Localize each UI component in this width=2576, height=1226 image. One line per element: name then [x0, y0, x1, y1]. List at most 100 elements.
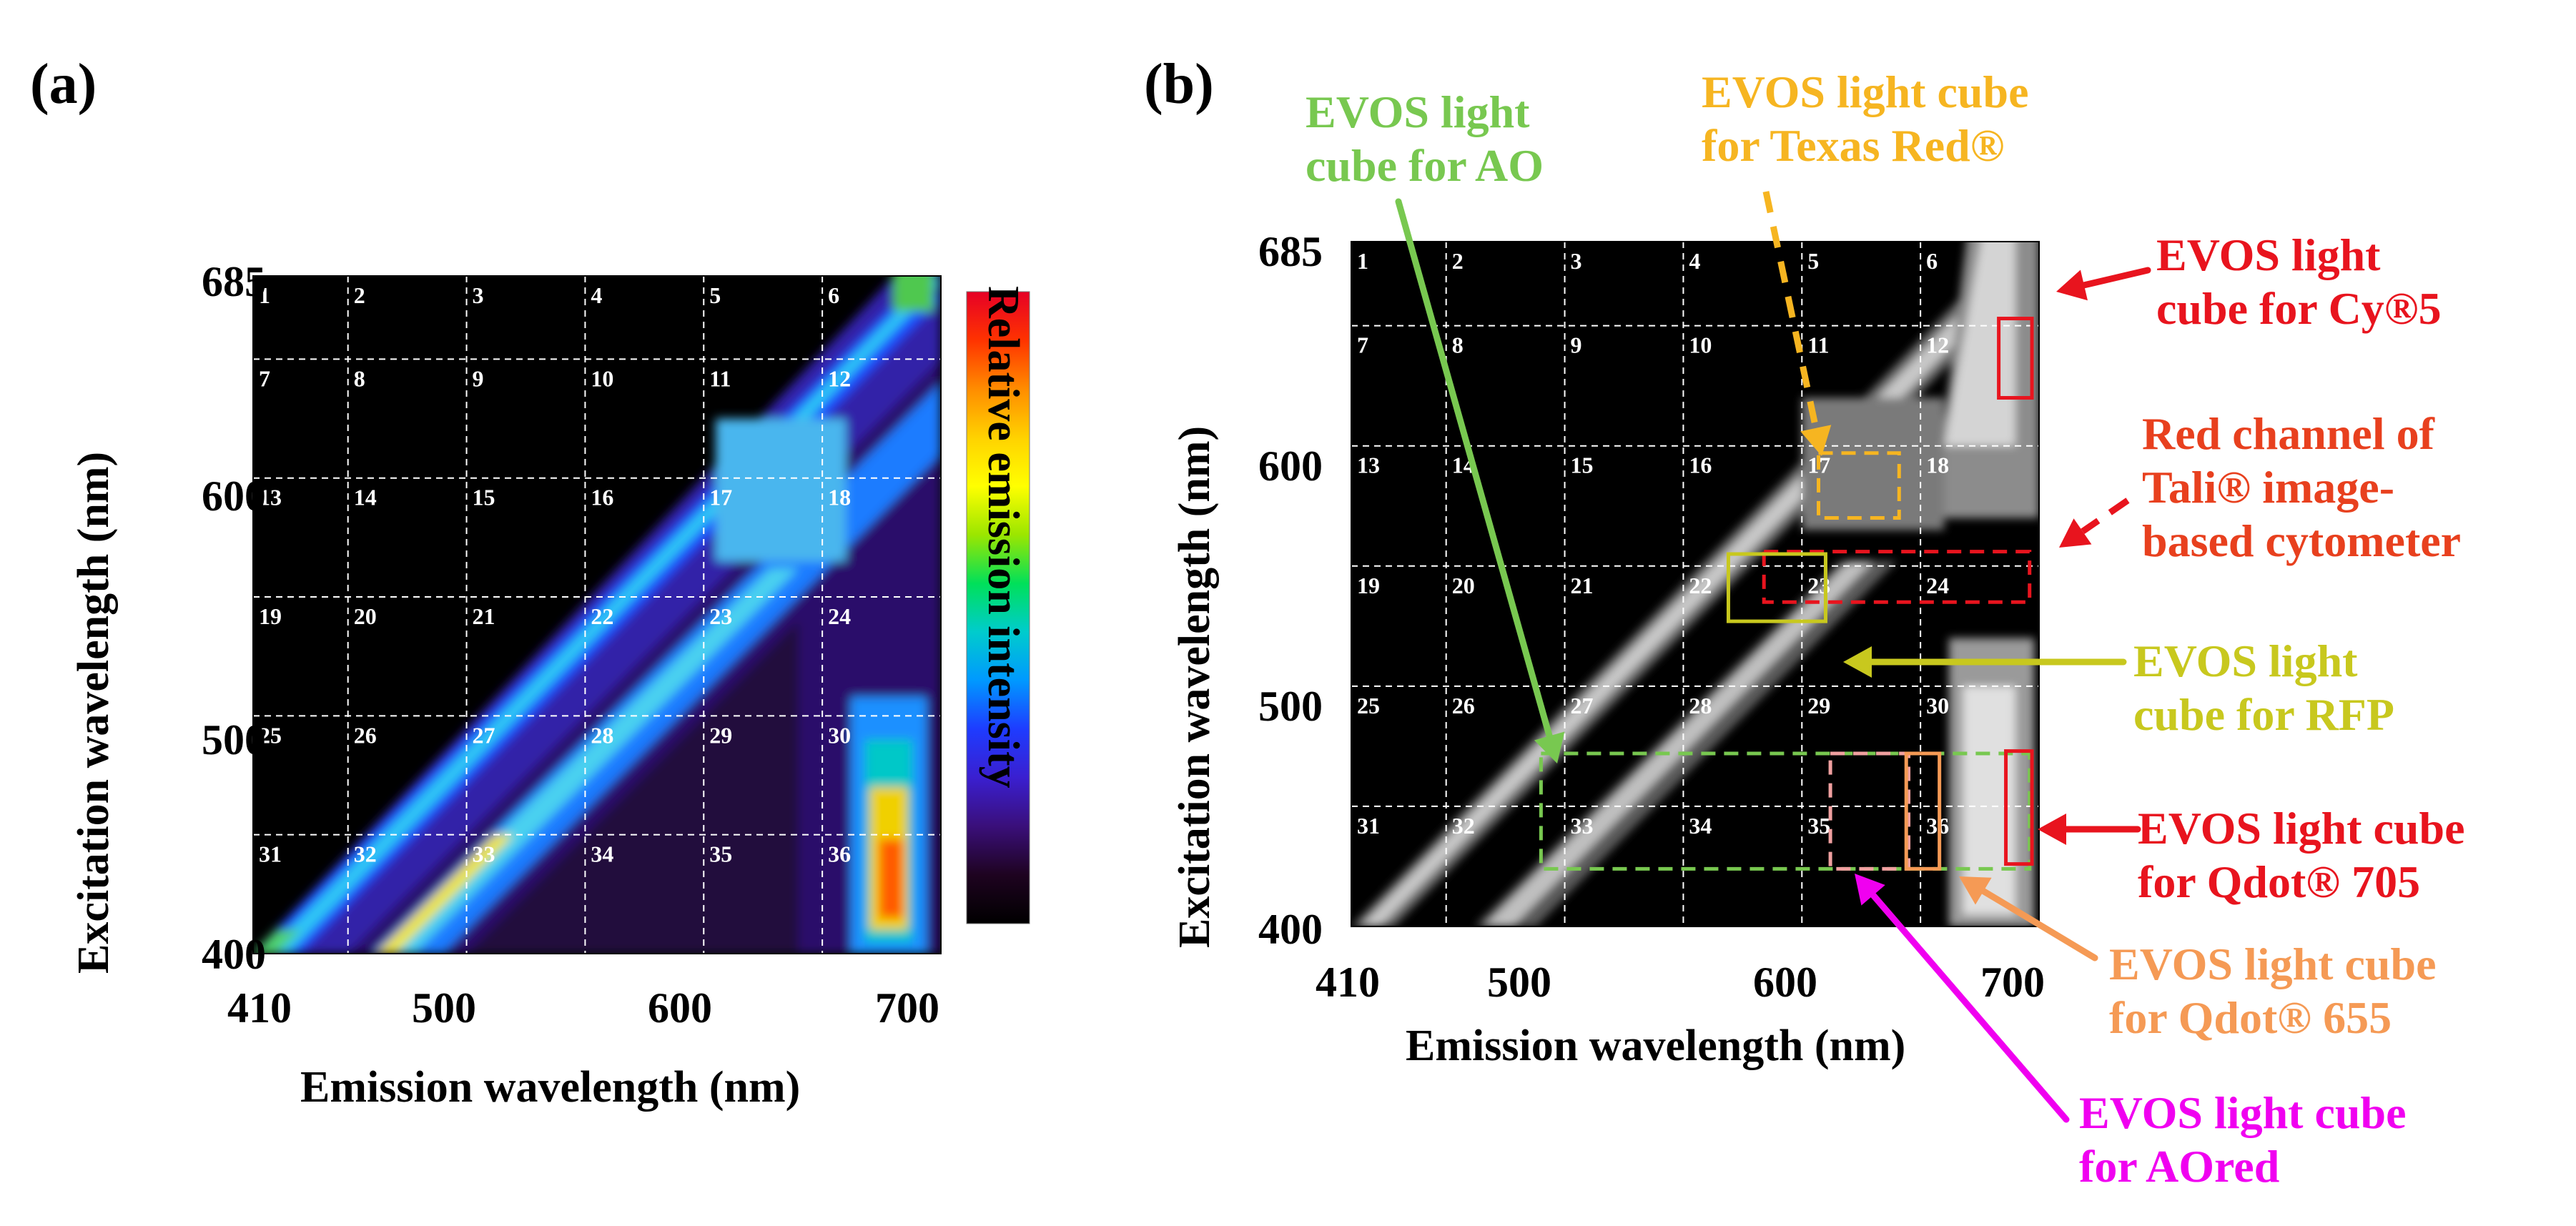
p0-region-label: 24 — [828, 603, 851, 629]
b-ytick-685: 685 — [1258, 228, 1323, 275]
p0-second-order-hot — [376, 834, 514, 954]
p0-region-label: 25 — [259, 722, 282, 748]
p1-region-label: 8 — [1452, 332, 1464, 358]
a-xtick-410: 410 — [227, 984, 292, 1032]
p1-region-label: 7 — [1357, 332, 1368, 358]
annotation-rfp: EVOS light cube for RFP — [2133, 636, 2394, 740]
filter-box — [1904, 751, 1942, 871]
p1-region-label: 20 — [1452, 573, 1475, 598]
p1-region-label: 30 — [1926, 693, 1949, 718]
p1-broad-600-660-band — [1802, 397, 1945, 530]
p1-region-label: 22 — [1689, 573, 1712, 598]
p1-region-label: 27 — [1571, 693, 1594, 718]
p0-region-label: 8 — [354, 365, 365, 391]
p0-region-label: 15 — [473, 485, 495, 510]
p1-region-label: 29 — [1807, 693, 1830, 718]
arrow-qdot705-head — [2038, 814, 2066, 845]
p1-region-label: 32 — [1452, 813, 1475, 839]
arrow-texas-red-head — [1800, 425, 1832, 456]
p0-region-label: 21 — [473, 603, 495, 629]
p0-region-label: 5 — [709, 282, 721, 308]
b-xtick-600: 600 — [1753, 959, 1817, 1006]
p0-corner-green — [893, 276, 934, 312]
arrow-ao — [1395, 198, 1565, 763]
arrow-rfp — [1843, 646, 2127, 678]
annotation-tali: Red channel of Tali® image- based cytome… — [2142, 408, 2462, 566]
a-xtick-700: 700 — [875, 984, 939, 1032]
p0-region-label: 27 — [473, 722, 495, 748]
arrow-tali-shaft — [2081, 498, 2130, 535]
p1-region-label: 10 — [1689, 332, 1712, 358]
a-ytick-500: 500 — [202, 716, 266, 763]
p0-region-label: 36 — [828, 841, 851, 867]
arrow-aored-head — [1855, 874, 1885, 906]
p0-region-label: 17 — [709, 485, 732, 510]
p0-region-label: 13 — [259, 485, 282, 510]
p1-intensity-blur — [1351, 242, 2039, 926]
b-ytick-600: 600 — [1258, 443, 1323, 490]
a-ytick-400: 400 — [202, 931, 266, 978]
annotation-qdot655: EVOS light cube for Qdot® 655 — [2109, 939, 2437, 1043]
arrow-tali — [2059, 498, 2130, 548]
p0-region-label: 32 — [354, 841, 377, 867]
p1-region-label: 36 — [1926, 813, 1949, 839]
p1-region-label: 24 — [1926, 573, 1949, 598]
b-ylabel: Excitation wavelength (nm) — [1170, 425, 1219, 948]
p0-first-order-hot — [253, 929, 301, 954]
arrow-texas-red-shaft — [1762, 191, 1820, 429]
arrow-cy5-head — [2056, 270, 2088, 301]
p1-region-label: 31 — [1357, 813, 1380, 839]
p1-region-label: 4 — [1689, 248, 1700, 274]
p0-region-label: 30 — [828, 722, 851, 748]
annotation-aored: EVOS light cube for AOred — [2079, 1087, 2407, 1192]
p0-region-label: 16 — [591, 485, 613, 510]
p0-region-label: 7 — [259, 365, 270, 391]
filter-box — [1997, 317, 2034, 400]
p1-region-label: 18 — [1926, 453, 1949, 478]
p0-intensity-blur — [253, 276, 941, 954]
p0-region-label: 11 — [709, 365, 731, 391]
p0-region-label: 19 — [259, 603, 282, 629]
arrow-ao-shaft — [1395, 198, 1553, 740]
arrow-qdot655-head — [1959, 876, 1992, 905]
p0-broad-600-660-band — [715, 418, 847, 562]
p0-region-label: 1 — [259, 282, 270, 308]
p0-region-label: 34 — [591, 841, 613, 867]
p1-region-label: 26 — [1452, 693, 1475, 718]
p1-region-label: 34 — [1689, 813, 1712, 839]
colorbar — [967, 292, 1030, 924]
colorbar-frame — [966, 291, 1030, 924]
annotation-ao: EVOS light cube for AO — [1306, 86, 1544, 191]
p1-region-label: 19 — [1357, 573, 1380, 598]
p0-region-label: 14 — [354, 485, 377, 510]
p1-region-label: 9 — [1571, 332, 1582, 358]
p0-region-label: 4 — [591, 282, 602, 308]
p1-plot-frame — [1351, 241, 2040, 927]
p0-plot-frame — [252, 275, 942, 954]
annotation-texas-red: EVOS light cube for Texas Red® — [1702, 66, 2029, 171]
filter-box — [1762, 550, 2032, 604]
a-ytick-685: 685 — [202, 258, 266, 305]
p0-region-label: 2 — [354, 282, 365, 308]
p0-region-label: 20 — [354, 603, 377, 629]
b-ytick-400: 400 — [1258, 906, 1323, 953]
p1-region-label: 12 — [1926, 332, 1949, 358]
p1-region-label: 6 — [1926, 248, 1938, 274]
p1-region-label: 2 — [1452, 248, 1464, 274]
arrow-cy5-shaft — [2081, 267, 2151, 289]
arrow-qdot655 — [1959, 876, 2098, 961]
p0-second-order-band — [371, 382, 941, 954]
arrow-aored — [1855, 874, 2070, 1123]
p0-region-label: 3 — [473, 282, 484, 308]
arrow-ao-head — [1534, 731, 1565, 763]
arrow-qdot655-shaft — [1980, 888, 2098, 961]
b-xtick-410: 410 — [1316, 959, 1380, 1006]
a-xlabel: Emission wavelength (nm) — [300, 1063, 801, 1112]
b-xlabel: Emission wavelength (nm) — [1406, 1022, 1906, 1070]
filter-box — [2004, 749, 2034, 866]
arrow-tali-head — [2059, 518, 2092, 548]
p0-region-label: 35 — [709, 841, 732, 867]
p0-region-label: 18 — [828, 485, 851, 510]
b-xtick-500: 500 — [1487, 959, 1551, 1006]
